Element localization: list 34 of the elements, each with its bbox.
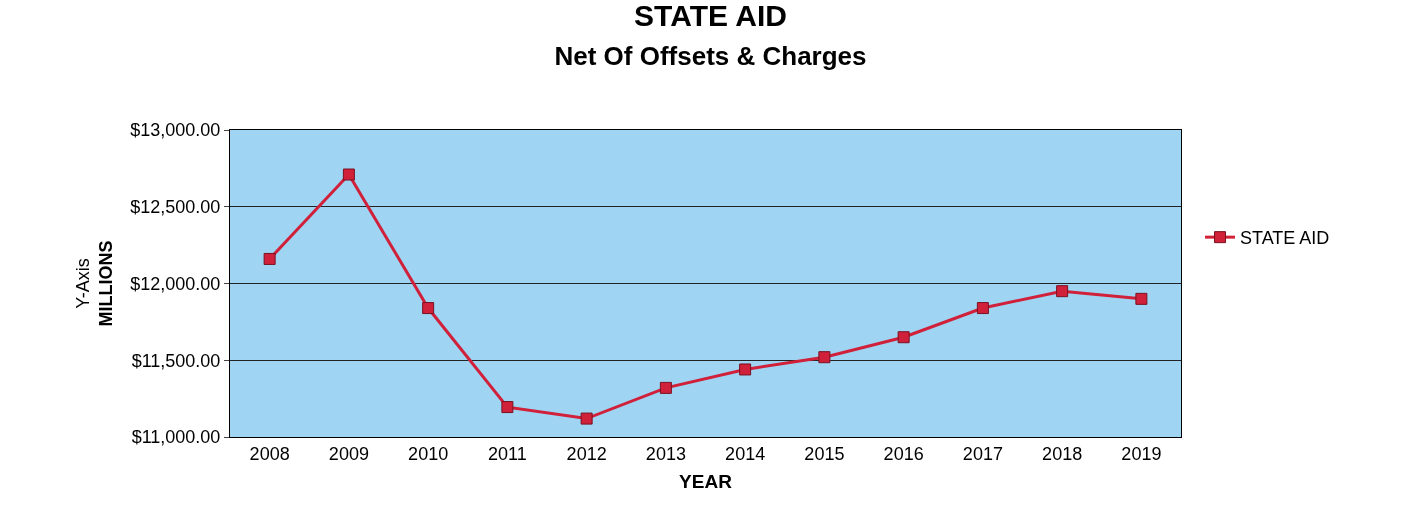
x-tick-label: 2018 <box>1042 443 1083 464</box>
x-tick-label: 2013 <box>645 443 686 464</box>
x-tick-label: 2017 <box>962 443 1003 464</box>
x-tick-label: 2009 <box>328 443 369 464</box>
point <box>897 331 910 344</box>
point <box>580 412 593 425</box>
x-tick-label: 2014 <box>725 443 766 464</box>
point <box>659 381 672 394</box>
x-tick-label: 2012 <box>566 443 607 464</box>
point <box>422 302 435 315</box>
y-tick-label: $12,500.00 <box>130 197 221 218</box>
point <box>1135 292 1148 305</box>
y-tick-label: $12,000.00 <box>130 273 221 294</box>
x-tick-label: 2010 <box>408 443 449 464</box>
legend-label: STATE AID <box>1240 228 1330 249</box>
x-tick-label: 2011 <box>488 443 527 464</box>
point <box>342 168 355 181</box>
y-tick-label: $13,000.00 <box>130 120 221 141</box>
x-axis-title: YEAR <box>679 471 733 493</box>
point <box>1056 285 1069 298</box>
x-tick-label: 2016 <box>883 443 924 464</box>
y-axis-title: Y-Axis MILLIONS <box>73 240 117 327</box>
point <box>501 401 514 414</box>
chart-subtitle: Net Of Offsets & Charges <box>554 41 867 72</box>
point <box>263 252 276 265</box>
x-tick-label: 2019 <box>1121 443 1162 464</box>
x-tick-label: 2015 <box>804 443 845 464</box>
x-tick-label: 2008 <box>249 443 290 464</box>
y-tick-label: $11,500.00 <box>131 350 221 371</box>
y-tick-label: $11,000.00 <box>131 427 221 448</box>
point <box>976 302 989 315</box>
chart-title: STATE AID <box>634 0 787 33</box>
point <box>739 363 752 376</box>
point <box>818 351 831 364</box>
